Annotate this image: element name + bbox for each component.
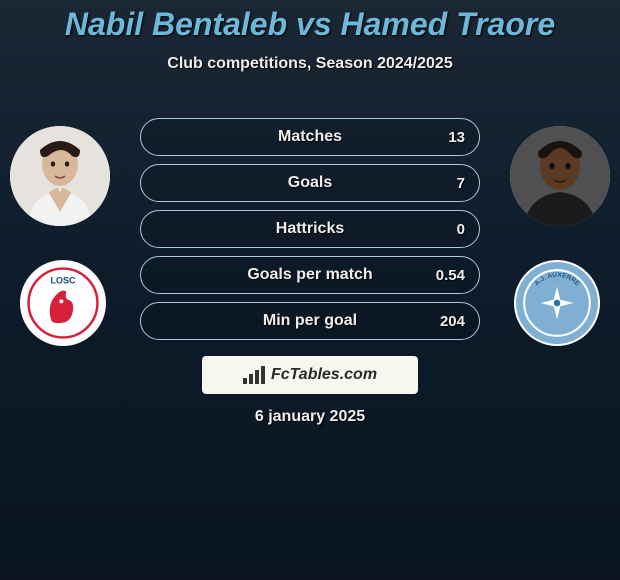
bar-chart-icon xyxy=(243,366,265,384)
club1-badge: LOSC xyxy=(20,260,106,346)
club2-badge: A.J. AUXERRE xyxy=(514,260,600,346)
stat-label: Goals xyxy=(288,174,332,192)
watermark-text: FcTables.com xyxy=(271,366,377,384)
stat-row-goals-per-match: Goals per match 0.54 xyxy=(140,256,480,294)
stat-label: Min per goal xyxy=(263,312,357,330)
comparison-card: Nabil Bentaleb vs Hamed Traore Club comp… xyxy=(0,0,620,580)
svg-text:LOSC: LOSC xyxy=(50,275,76,285)
stat-row-min-per-goal: Min per goal 204 xyxy=(140,302,480,340)
stats-list: Matches 13 Goals 7 Hattricks 0 Goals per… xyxy=(140,118,480,348)
stat-row-hattricks: Hattricks 0 xyxy=(140,210,480,248)
stat-label: Hattricks xyxy=(276,220,344,238)
stat-right-value: 0 xyxy=(457,221,465,238)
stat-label: Matches xyxy=(278,128,342,146)
stat-right-value: 204 xyxy=(440,313,465,330)
stat-right-value: 7 xyxy=(457,175,465,192)
page-title: Nabil Bentaleb vs Hamed Traore xyxy=(0,0,620,43)
watermark: FcTables.com xyxy=(202,356,418,394)
stat-row-matches: Matches 13 xyxy=(140,118,480,156)
stat-right-value: 13 xyxy=(448,129,465,146)
stat-label: Goals per match xyxy=(247,266,372,284)
date-label: 6 january 2025 xyxy=(255,408,365,426)
stat-right-value: 0.54 xyxy=(436,267,465,284)
subtitle: Club competitions, Season 2024/2025 xyxy=(0,55,620,73)
player1-avatar xyxy=(10,126,110,226)
player2-avatar xyxy=(510,126,610,226)
stat-row-goals: Goals 7 xyxy=(140,164,480,202)
